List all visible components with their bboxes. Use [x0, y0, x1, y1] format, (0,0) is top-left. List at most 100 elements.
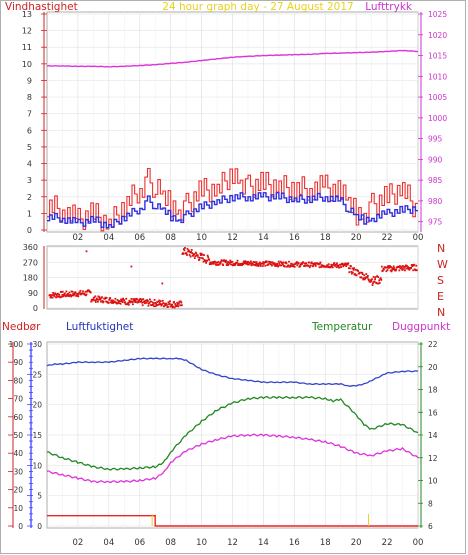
direction-point	[168, 302, 171, 305]
direction-point	[234, 264, 236, 267]
x-tick-label: 08	[165, 538, 176, 548]
direction-point	[309, 264, 312, 267]
direction-point	[380, 279, 383, 281]
direction-point	[136, 298, 138, 301]
direction-point	[76, 293, 79, 295]
direction-point	[109, 301, 112, 304]
direction-point	[120, 298, 122, 301]
direction-point	[149, 298, 151, 301]
direction-point	[363, 274, 366, 277]
direction-point	[222, 264, 224, 266]
direction-point	[271, 261, 274, 264]
direction-point	[280, 264, 283, 267]
direction-point	[406, 267, 409, 270]
humidity-y-tick-label: 20	[13, 486, 23, 495]
pressure-y-tick-label: 985	[428, 176, 443, 185]
direction-point	[158, 301, 161, 304]
direction-point	[402, 265, 404, 267]
direction-point	[236, 261, 238, 264]
direction-point	[411, 265, 414, 268]
direction-point	[196, 254, 199, 257]
x-tick-label: 02	[73, 538, 84, 548]
direction-point	[73, 293, 76, 296]
direction-point	[52, 292, 54, 294]
direction-point	[304, 262, 306, 265]
direction-point	[112, 302, 115, 304]
direction-point	[151, 304, 154, 306]
pressure-y-tick-label: 1010	[428, 72, 447, 81]
direction-point	[318, 263, 320, 266]
direction-point	[57, 295, 60, 298]
direction-point	[339, 263, 342, 266]
direction-point	[205, 262, 207, 264]
direction-point	[141, 304, 144, 307]
direction-point	[155, 303, 157, 305]
direction-point	[244, 261, 247, 264]
direction-point	[361, 271, 364, 274]
direction-point	[383, 268, 385, 271]
direction-point	[243, 262, 246, 264]
compass-label: S	[437, 274, 444, 287]
direction-point	[85, 293, 88, 296]
compass-label: W	[437, 258, 448, 271]
direction-point	[173, 306, 176, 309]
direction-point	[330, 263, 333, 266]
pressure-y-tick-label: 1015	[428, 52, 447, 61]
direction-point	[261, 265, 264, 267]
direction-point	[194, 255, 197, 257]
direction-point	[174, 303, 177, 305]
direction-point	[342, 265, 345, 268]
direction-point	[230, 263, 233, 266]
rain-line	[47, 515, 418, 527]
x-tick-label: 14	[258, 233, 269, 243]
direction-point	[352, 271, 354, 274]
direction-point	[171, 303, 173, 306]
direction-point	[180, 301, 183, 304]
direction-point	[55, 296, 57, 299]
x-tick-label: 10	[196, 233, 207, 243]
direction-point	[61, 290, 64, 293]
direction-point	[212, 261, 215, 263]
direction-point	[105, 297, 108, 299]
rain-y-axis: 0 5 10 15 20 25 30	[27, 340, 42, 531]
wind-y-tick-label: 10	[22, 60, 32, 69]
direction-point	[372, 276, 375, 278]
direction-point	[199, 252, 202, 255]
x-tick-label: 04	[103, 538, 114, 548]
direction-point	[170, 305, 173, 307]
direction-y-tick-label: 0	[33, 304, 38, 313]
direction-point	[335, 266, 338, 269]
direction-point	[209, 261, 212, 264]
direction-point	[137, 301, 139, 303]
wind-y-tick-label: 8	[27, 93, 32, 102]
direction-point	[189, 251, 191, 254]
direction-point	[374, 278, 376, 280]
direction-point	[225, 259, 228, 262]
direction-point	[218, 263, 221, 266]
direction-point	[143, 300, 146, 303]
direction-point	[79, 289, 82, 292]
direction-y-tick-label: 360	[23, 243, 38, 252]
direction-point	[407, 266, 409, 268]
graph-title: 24 hour graph day - 27 August 2017	[162, 1, 353, 13]
direction-point	[227, 264, 230, 266]
temperature-y-tick-label: 14	[428, 431, 438, 440]
direction-point	[385, 270, 388, 273]
direction-point	[336, 262, 338, 265]
direction-point	[332, 263, 335, 266]
direction-point	[240, 264, 242, 266]
direction-point	[402, 268, 405, 271]
direction-point	[285, 261, 287, 264]
direction-point	[308, 261, 310, 264]
direction-point	[199, 257, 201, 259]
direction-point	[278, 262, 281, 265]
direction-point	[295, 262, 298, 265]
humidity-y-tick-label: 40	[13, 449, 23, 458]
direction-point	[178, 300, 181, 303]
direction-point	[212, 262, 215, 265]
direction-point	[410, 267, 413, 269]
direction-point	[52, 293, 55, 296]
direction-point	[401, 269, 404, 271]
direction-point	[114, 297, 117, 300]
x-tick-label: 06	[134, 233, 145, 243]
